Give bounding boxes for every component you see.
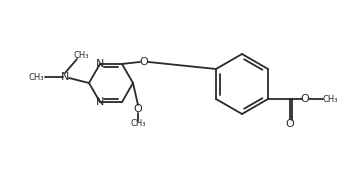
Text: O: O: [134, 104, 142, 114]
Text: CH₃: CH₃: [130, 119, 146, 128]
Text: N: N: [61, 72, 69, 82]
Text: CH₃: CH₃: [73, 50, 89, 60]
Text: N: N: [96, 97, 104, 107]
Text: O: O: [286, 119, 294, 129]
Text: N: N: [96, 59, 104, 69]
Text: CH₃: CH₃: [28, 73, 44, 82]
Text: O: O: [140, 57, 148, 67]
Text: O: O: [301, 94, 309, 104]
Text: CH₃: CH₃: [322, 95, 338, 103]
